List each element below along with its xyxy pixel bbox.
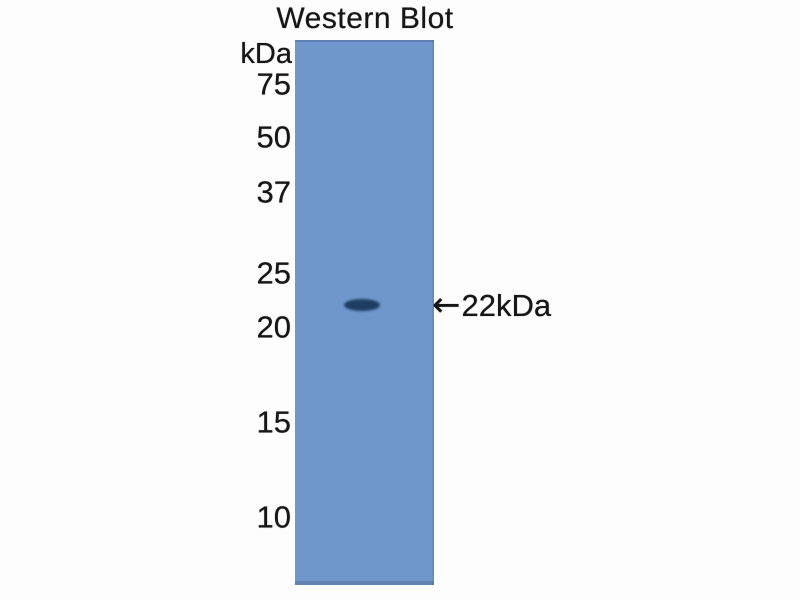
left-arrow-icon: ← bbox=[432, 285, 461, 325]
marker-label-15: 15 bbox=[256, 404, 291, 440]
marker-label-25: 25 bbox=[256, 255, 291, 291]
marker-label-50: 50 bbox=[256, 119, 291, 155]
unit-label: kDa bbox=[240, 38, 292, 70]
marker-label-37: 37 bbox=[256, 174, 291, 210]
marker-label-75: 75 bbox=[256, 66, 291, 102]
protein-band bbox=[344, 299, 380, 311]
marker-label-20: 20 bbox=[256, 309, 291, 345]
marker-label-10: 10 bbox=[256, 499, 291, 535]
band-weight-label: 22kDa bbox=[461, 287, 552, 323]
band-annotation: ← 22kDa bbox=[432, 288, 551, 322]
gel-lane bbox=[295, 40, 434, 585]
figure-title: Western Blot bbox=[276, 2, 454, 35]
